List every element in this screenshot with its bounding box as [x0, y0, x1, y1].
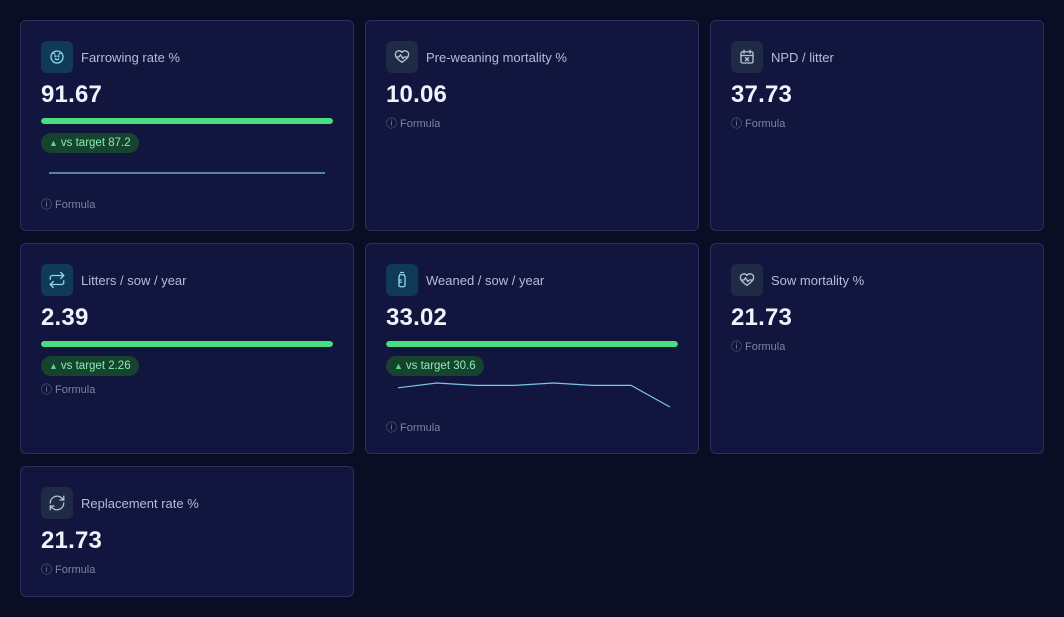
heart-pulse-icon	[386, 41, 418, 73]
kpi-card-litters-sow-year[interactable]: Litters / sow / year 2.39 ▲ vs target 2.2…	[20, 243, 354, 454]
sparkline	[397, 382, 671, 408]
formula-link[interactable]: ⓘ Formula	[731, 341, 786, 353]
info-icon: ⓘ	[731, 118, 742, 130]
formula-link[interactable]: ⓘ Formula	[41, 564, 96, 576]
repeat-icon	[41, 264, 73, 296]
calendar-x-icon	[731, 41, 763, 73]
kpi-card-npd-litter[interactable]: NPD / litter 37.73 ⓘ Formula	[710, 20, 1044, 231]
kpi-value: 2.39	[41, 304, 89, 331]
baby-bottle-icon	[386, 264, 418, 296]
formula-link[interactable]: ⓘ Formula	[731, 118, 786, 130]
kpi-card-weaned-sow-year[interactable]: Weaned / sow / year 33.02 ▲ vs target 30.…	[365, 243, 699, 454]
kpi-label: Replacement rate %	[81, 496, 199, 511]
kpi-label: Sow mortality %	[771, 273, 865, 288]
triangle-up-icon: ▲	[394, 361, 403, 371]
kpi-label: Litters / sow / year	[81, 273, 187, 288]
progress-bar	[41, 118, 333, 124]
triangle-up-icon: ▲	[49, 138, 58, 148]
progress-bar-fill	[386, 341, 678, 347]
progress-bar-fill	[41, 118, 333, 124]
refresh-icon	[41, 487, 73, 519]
formula-link[interactable]: ⓘ Formula	[386, 118, 441, 130]
kpi-card-pre-weaning-mortality[interactable]: Pre-weaning mortality % 10.06 ⓘ Formula	[365, 20, 699, 231]
progress-bar	[386, 341, 678, 347]
kpi-card-farrowing-rate[interactable]: Farrowing rate % 91.67 ▲ vs target 87.2 ⓘ…	[20, 20, 354, 231]
formula-link[interactable]: ⓘ Formula	[41, 384, 96, 396]
kpi-card-sow-mortality[interactable]: Sow mortality % 21.73 ⓘ Formula	[710, 243, 1044, 454]
info-icon: ⓘ	[41, 564, 52, 576]
kpi-label: Pre-weaning mortality %	[426, 50, 567, 65]
target-badge: ▲ vs target 30.6	[386, 356, 484, 376]
kpi-value: 21.73	[41, 527, 103, 554]
sparkline	[49, 172, 325, 174]
formula-link[interactable]: ⓘ Formula	[386, 422, 441, 434]
info-icon: ⓘ	[386, 422, 397, 434]
kpi-value: 21.73	[731, 304, 793, 331]
progress-bar-fill	[41, 341, 333, 347]
info-icon: ⓘ	[731, 341, 742, 353]
kpi-value: 91.67	[41, 81, 103, 108]
info-icon: ⓘ	[41, 384, 52, 396]
kpi-label: NPD / litter	[771, 50, 834, 65]
sparkline-line	[397, 382, 671, 408]
kpi-card-replacement-rate[interactable]: Replacement rate % 21.73 ⓘ Formula	[20, 466, 354, 597]
progress-bar	[41, 341, 333, 347]
piglet-icon	[41, 41, 73, 73]
info-icon: ⓘ	[41, 199, 52, 211]
triangle-up-icon: ▲	[49, 361, 58, 371]
formula-link[interactable]: ⓘ Formula	[41, 199, 96, 211]
target-badge: ▲ vs target 2.26	[41, 356, 139, 376]
kpi-value: 37.73	[731, 81, 793, 108]
kpi-value: 10.06	[386, 81, 448, 108]
kpi-value: 33.02	[386, 304, 448, 331]
kpi-label: Weaned / sow / year	[426, 273, 545, 288]
kpi-label: Farrowing rate %	[81, 50, 180, 65]
target-badge: ▲ vs target 87.2	[41, 133, 139, 153]
info-icon: ⓘ	[386, 118, 397, 130]
heart-pulse-icon	[731, 264, 763, 296]
